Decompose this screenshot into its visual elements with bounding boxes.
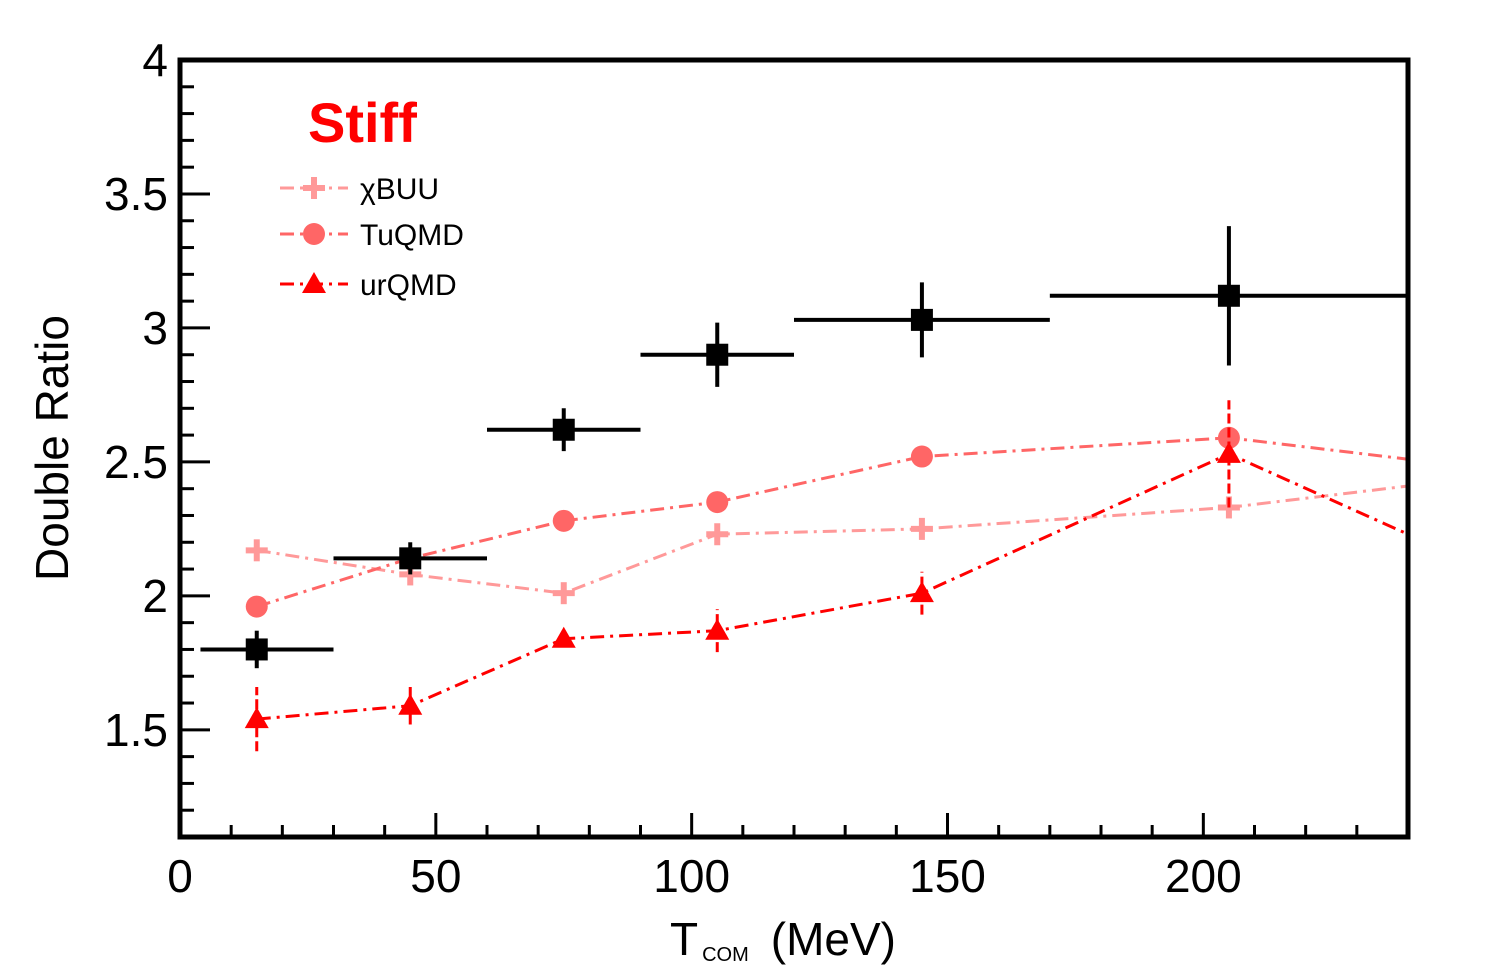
x-axis-title-sub: COM xyxy=(702,944,749,966)
data-point xyxy=(794,282,1050,358)
y-tick-label: 2 xyxy=(142,570,168,622)
circle-marker xyxy=(245,595,268,618)
circle-marker xyxy=(1217,426,1240,449)
square-marker xyxy=(910,308,933,331)
x-axis-title-main: T xyxy=(670,913,698,965)
legend-label: χBUU xyxy=(360,173,439,206)
y-tick-label: 1.5 xyxy=(104,704,168,756)
square-marker xyxy=(245,638,268,661)
triangle-marker xyxy=(551,626,576,648)
legend: χBUU TuQMD urQMD xyxy=(280,173,464,302)
triangle-marker xyxy=(398,693,423,715)
experimental-data xyxy=(200,226,1408,669)
circle-marker xyxy=(910,445,933,468)
x-tick-label: 100 xyxy=(653,850,730,902)
circle-marker xyxy=(706,491,729,514)
model-series xyxy=(244,400,1409,752)
circle-marker xyxy=(303,223,325,245)
square-marker xyxy=(1217,284,1240,307)
legend-entry: urQMD xyxy=(280,269,457,302)
triangle-marker xyxy=(302,272,326,293)
x-axis-title: T COM (MeV) xyxy=(670,913,896,966)
x-tick-label: 200 xyxy=(1165,850,1242,902)
data-point xyxy=(487,408,641,452)
square-marker xyxy=(399,547,422,570)
legend-label: TuQMD xyxy=(360,219,464,252)
square-marker xyxy=(552,418,575,441)
y-tick-label: 3 xyxy=(142,302,168,354)
series-line xyxy=(256,436,1409,609)
plot-frame xyxy=(177,57,1411,840)
data-point xyxy=(640,322,794,387)
y-axis-title: Double Ratio xyxy=(26,315,78,581)
triangle-marker xyxy=(909,581,934,603)
series-3 xyxy=(244,400,1409,752)
triangle-marker xyxy=(705,618,730,640)
series-1 xyxy=(245,484,1409,605)
triangle-marker xyxy=(1216,441,1241,463)
data-point xyxy=(200,630,334,669)
y-tick-label: 4 xyxy=(142,34,168,86)
data-point xyxy=(1049,226,1408,366)
x-tick-label: 0 xyxy=(167,850,193,902)
circle-marker xyxy=(552,509,575,532)
panel-annotation: Stiff xyxy=(308,91,417,154)
series-line xyxy=(256,452,1409,721)
data-point xyxy=(333,542,487,575)
tick-labels: 0 50 100 150 200 1.5 2 2.5 3 3.5 4 xyxy=(104,34,1242,902)
x-axis-title-unit: (MeV) xyxy=(771,913,896,965)
legend-label: urQMD xyxy=(360,269,457,302)
legend-entry: TuQMD xyxy=(280,219,464,252)
y-tick-label: 2.5 xyxy=(104,436,168,488)
y-tick-label: 3.5 xyxy=(104,168,168,220)
legend-entry: χBUU xyxy=(280,173,439,206)
x-tick-label: 50 xyxy=(410,850,461,902)
triangle-marker xyxy=(244,707,269,729)
square-marker xyxy=(706,343,729,366)
series-line xyxy=(256,484,1409,595)
x-tick-label: 150 xyxy=(909,850,986,902)
